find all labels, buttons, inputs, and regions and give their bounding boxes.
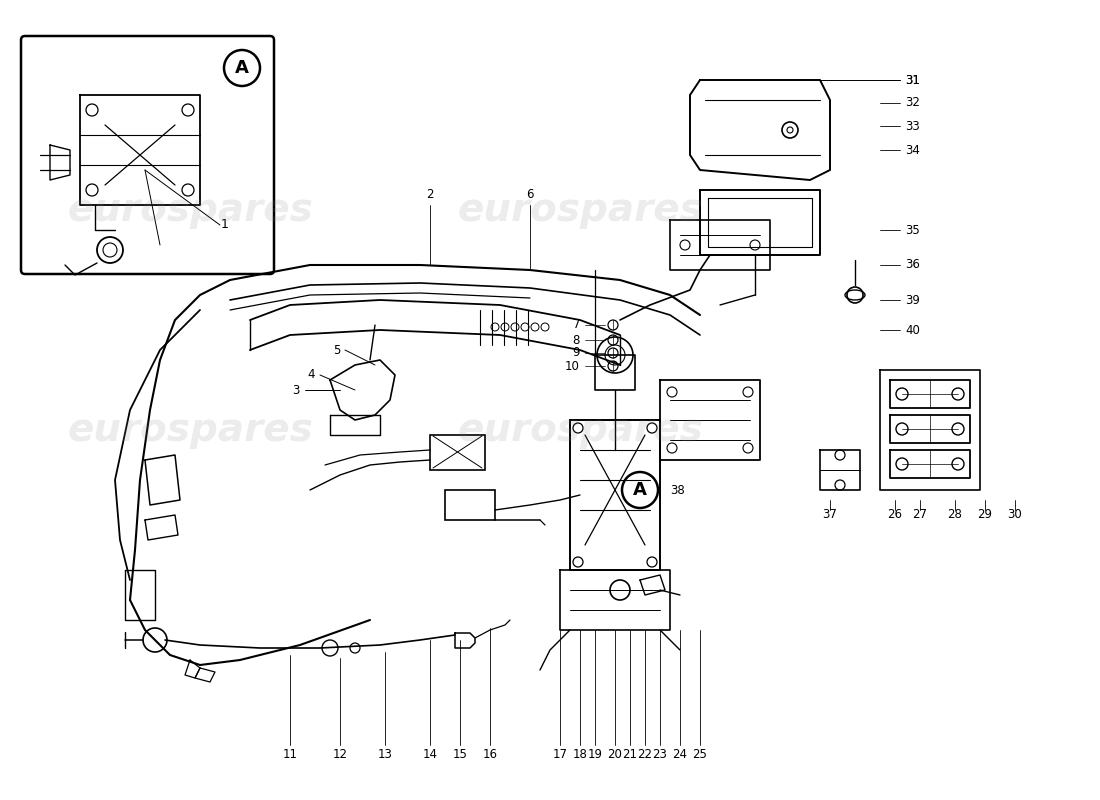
- FancyBboxPatch shape: [21, 36, 274, 274]
- Text: A: A: [634, 481, 647, 499]
- Bar: [430, 435, 485, 470]
- Bar: [446, 490, 495, 520]
- Text: 10: 10: [565, 359, 580, 373]
- Text: 18: 18: [573, 749, 587, 762]
- Text: 38: 38: [670, 483, 684, 497]
- Text: eurospares: eurospares: [67, 411, 312, 449]
- Text: 7: 7: [572, 318, 580, 331]
- Text: eurospares: eurospares: [67, 191, 312, 229]
- Text: 16: 16: [483, 749, 497, 762]
- Text: 37: 37: [823, 509, 837, 522]
- Text: 31: 31: [905, 74, 920, 86]
- Text: 13: 13: [377, 749, 393, 762]
- Text: 20: 20: [607, 749, 623, 762]
- Text: 35: 35: [905, 223, 920, 237]
- Text: 12: 12: [332, 749, 348, 762]
- Text: 34: 34: [905, 143, 920, 157]
- Text: 8: 8: [573, 334, 580, 346]
- Text: 22: 22: [638, 749, 652, 762]
- Text: 2: 2: [427, 189, 433, 202]
- Text: 32: 32: [905, 97, 920, 110]
- Text: A: A: [235, 59, 249, 77]
- Text: 5: 5: [332, 343, 340, 357]
- Text: 26: 26: [888, 509, 902, 522]
- Text: 21: 21: [623, 749, 638, 762]
- Text: 15: 15: [452, 749, 468, 762]
- Text: 30: 30: [1008, 509, 1022, 522]
- Text: 28: 28: [947, 509, 962, 522]
- Text: 19: 19: [587, 749, 603, 762]
- Text: 23: 23: [652, 749, 668, 762]
- Text: eurospares: eurospares: [458, 411, 703, 449]
- Text: 4: 4: [308, 369, 315, 382]
- Text: 24: 24: [672, 749, 688, 762]
- Text: 6: 6: [526, 189, 534, 202]
- Text: 29: 29: [978, 509, 992, 522]
- Text: 39: 39: [905, 294, 920, 306]
- Text: 40: 40: [905, 323, 920, 337]
- Text: 27: 27: [913, 509, 927, 522]
- Text: 1: 1: [221, 218, 229, 231]
- Text: 11: 11: [283, 749, 297, 762]
- Text: eurospares: eurospares: [458, 191, 703, 229]
- Text: 3: 3: [293, 383, 300, 397]
- Text: 33: 33: [905, 119, 920, 133]
- Text: 17: 17: [552, 749, 568, 762]
- Text: 31: 31: [905, 74, 920, 86]
- Text: 36: 36: [905, 258, 920, 271]
- Text: 25: 25: [693, 749, 707, 762]
- Text: 14: 14: [422, 749, 438, 762]
- Text: 9: 9: [572, 346, 580, 359]
